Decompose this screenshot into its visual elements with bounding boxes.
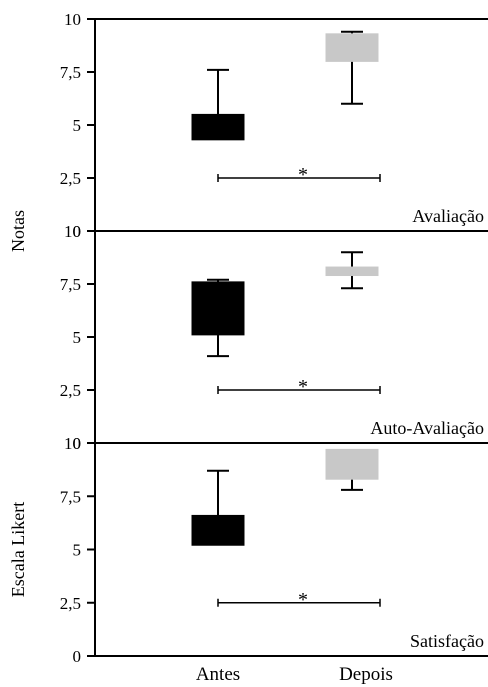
panel-label: Satisfação xyxy=(410,631,484,651)
x-axis-category-labels: Antes Depois xyxy=(196,664,393,685)
panel-3: 0 2,5 5 7,5 10 * Satisfação xyxy=(60,434,488,666)
x-category-label: Antes xyxy=(196,664,240,685)
y-tick-label: 7,5 xyxy=(60,63,81,82)
box-body xyxy=(325,266,379,277)
box-body xyxy=(191,281,245,336)
box-body xyxy=(325,448,379,480)
box-body xyxy=(325,33,379,62)
y-tick-label: 5 xyxy=(73,541,82,560)
panel-label: Auto-Avaliação xyxy=(370,418,484,438)
box-depois xyxy=(325,30,379,105)
y-tick-label: 0 xyxy=(73,222,82,241)
box-antes xyxy=(191,278,245,358)
significance-asterisk: * xyxy=(298,589,308,611)
y-tick-label: 7,5 xyxy=(60,275,81,294)
y-axis-title: Notas xyxy=(8,210,28,252)
y-tick-label: 5 xyxy=(73,116,82,135)
box-antes xyxy=(191,469,245,546)
panel-1: 0 2,5 5 7,5 10 * Avaliação xyxy=(60,10,488,241)
box-body xyxy=(191,113,245,141)
x-category-label: Depois xyxy=(339,664,393,685)
box-antes xyxy=(191,68,245,141)
y-tick-label: 2,5 xyxy=(60,169,81,188)
y-tick-label: 2,5 xyxy=(60,594,81,613)
significance-bar: * xyxy=(217,589,381,611)
y-axis-title: Escala Likert xyxy=(8,502,28,597)
box-depois xyxy=(325,251,379,290)
y-axis-titles: Notas Escala Likert xyxy=(8,210,28,597)
y-tick-label: 0 xyxy=(73,647,82,666)
y-tick-label: 2,5 xyxy=(60,381,81,400)
significance-asterisk: * xyxy=(298,376,308,398)
significance-bar: * xyxy=(217,164,381,186)
significance-bar: * xyxy=(217,376,381,398)
y-tick-label: 0 xyxy=(73,434,82,453)
y-tick-label: 10 xyxy=(64,10,81,29)
box-depois xyxy=(325,448,379,491)
box-body xyxy=(191,514,245,546)
y-tick-label: 10 xyxy=(64,434,81,453)
y-tick-label: 10 xyxy=(64,222,81,241)
significance-asterisk: * xyxy=(298,164,308,186)
panel-2: 0 2,5 5 7,5 10 * Auto-Avaliação xyxy=(60,222,488,453)
y-tick-label: 7,5 xyxy=(60,487,81,506)
panels-layer: 0 2,5 5 7,5 10 * Avaliação 0 2,5 5 7,5 10 * Auto-Aval… xyxy=(60,10,488,666)
y-tick-label: 5 xyxy=(73,328,82,347)
panel-label: Avaliação xyxy=(412,206,484,226)
